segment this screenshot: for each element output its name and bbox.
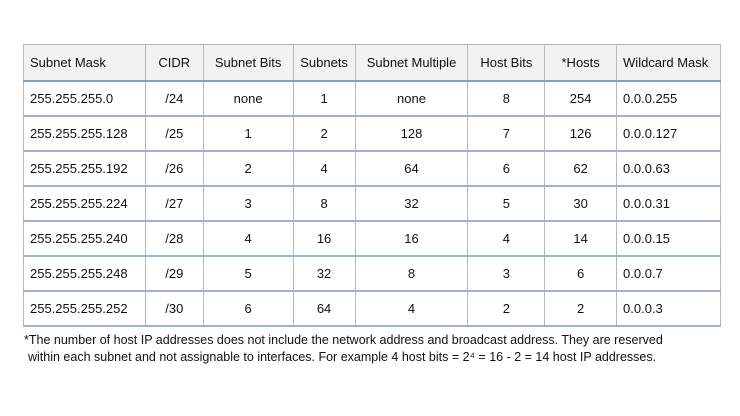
table-cell: 0.0.0.31 xyxy=(616,186,721,222)
table-cell: 255.255.255.192 xyxy=(23,151,146,187)
column-header: Wildcard Mask xyxy=(616,44,721,82)
table-cell: 254 xyxy=(544,81,618,117)
table-cell: /26 xyxy=(144,151,204,187)
table-cell: 6 xyxy=(544,256,618,292)
table-cell: 255.255.255.0 xyxy=(23,81,146,117)
table-cell: 32 xyxy=(354,186,469,222)
table-cell: 8 xyxy=(467,81,546,117)
table-cell: /27 xyxy=(144,186,204,222)
table-cell: 1 xyxy=(202,116,294,152)
table-cell: 8 xyxy=(292,186,356,222)
table-row: 255.255.255.128/25 1 2 128 7 126 0.0.0.127 xyxy=(23,116,721,152)
table-cell: 0.0.0.3 xyxy=(616,291,721,327)
table-cell: 6 xyxy=(202,291,294,327)
table-cell: /25 xyxy=(144,116,204,152)
table-cell: 5 xyxy=(202,256,294,292)
header-row: Subnet Mask CIDR Subnet Bits Subnets Subnet … xyxy=(23,44,721,82)
table-cell: 126 xyxy=(544,116,618,152)
table-cell: 62 xyxy=(544,151,618,187)
table-cell: /30 xyxy=(144,291,204,327)
table-cell: 64 xyxy=(354,151,469,187)
table-cell: 2 xyxy=(467,291,546,327)
table-cell: 14 xyxy=(544,221,618,257)
table-cell: 2 xyxy=(202,151,294,187)
table-cell: 4 xyxy=(202,221,294,257)
table-cell: 0.0.0.127 xyxy=(616,116,721,152)
table-cell: 2 xyxy=(292,116,356,152)
table-cell: 64 xyxy=(292,291,356,327)
table-cell: 2 xyxy=(544,291,618,327)
column-header: Subnet Multiple xyxy=(354,44,469,82)
table-cell: 0.0.0.63 xyxy=(616,151,721,187)
column-header: Subnets xyxy=(292,44,356,82)
table-cell: 255.255.255.252 xyxy=(23,291,146,327)
table-cell: none xyxy=(354,81,469,117)
footnote-line: within each subnet and not assignable to… xyxy=(28,350,657,364)
table-cell: /29 xyxy=(144,256,204,292)
subnet-table: Subnet Mask CIDR Subnet Bits Subnets Subnet … xyxy=(23,44,721,327)
table-cell: 1 xyxy=(292,81,356,117)
column-header: Host Bits xyxy=(467,44,546,82)
table-row: 255.255.255.0/24 none 1 none 8 254 0.0.0.255 xyxy=(23,81,721,117)
table-cell: 4 xyxy=(467,221,546,257)
table-cell: 8 xyxy=(354,256,469,292)
table-cell: 0.0.0.7 xyxy=(616,256,721,292)
column-header: Subnet Mask xyxy=(23,44,146,82)
footnote-line: *The number of host IP addresses does no… xyxy=(24,333,663,347)
table-cell: 255.255.255.248 xyxy=(23,256,146,292)
table-cell: /28 xyxy=(144,221,204,257)
table-row: 255.255.255.248/29 5 32 8 3 6 0.0.0.7 xyxy=(23,256,721,292)
table-cell: 255.255.255.128 xyxy=(23,116,146,152)
table-cell: 16 xyxy=(354,221,469,257)
table-cell: 3 xyxy=(467,256,546,292)
table-row: 255.255.255.192/26 2 4 64 6 62 0.0.0.63 xyxy=(23,151,721,187)
table-row: 255.255.255.224/27 3 8 32 5 30 0.0.0.31 xyxy=(23,186,721,222)
table-cell: 4 xyxy=(292,151,356,187)
table-cell: 5 xyxy=(467,186,546,222)
table-cell: 128 xyxy=(354,116,469,152)
table-body: 255.255.255.0/24 none 1 none 8 254 0.0.0.255 25… xyxy=(23,81,721,327)
table-cell: 0.0.0.255 xyxy=(616,81,721,117)
column-header: Subnet Bits xyxy=(202,44,294,82)
table-cell: 32 xyxy=(292,256,356,292)
table-row: 255.255.255.252/30 6 64 4 2 2 0.0.0.3 xyxy=(23,291,721,327)
table-cell: 6 xyxy=(467,151,546,187)
table-cell: none xyxy=(202,81,294,117)
table-row: 255.255.255.240/28 4 16 16 4 14 0.0.0.15 xyxy=(23,221,721,257)
column-header: *Hosts xyxy=(544,44,618,82)
table-cell: 255.255.255.240 xyxy=(23,221,146,257)
table-cell: /24 xyxy=(144,81,204,117)
table-cell: 7 xyxy=(467,116,546,152)
table-cell: 4 xyxy=(354,291,469,327)
table-cell: 30 xyxy=(544,186,618,222)
table-cell: 16 xyxy=(292,221,356,257)
table-cell: 0.0.0.15 xyxy=(616,221,721,257)
footnote: *The number of host IP addresses does no… xyxy=(24,332,734,366)
table-cell: 3 xyxy=(202,186,294,222)
table-cell: 255.255.255.224 xyxy=(23,186,146,222)
column-header: CIDR xyxy=(144,44,204,82)
